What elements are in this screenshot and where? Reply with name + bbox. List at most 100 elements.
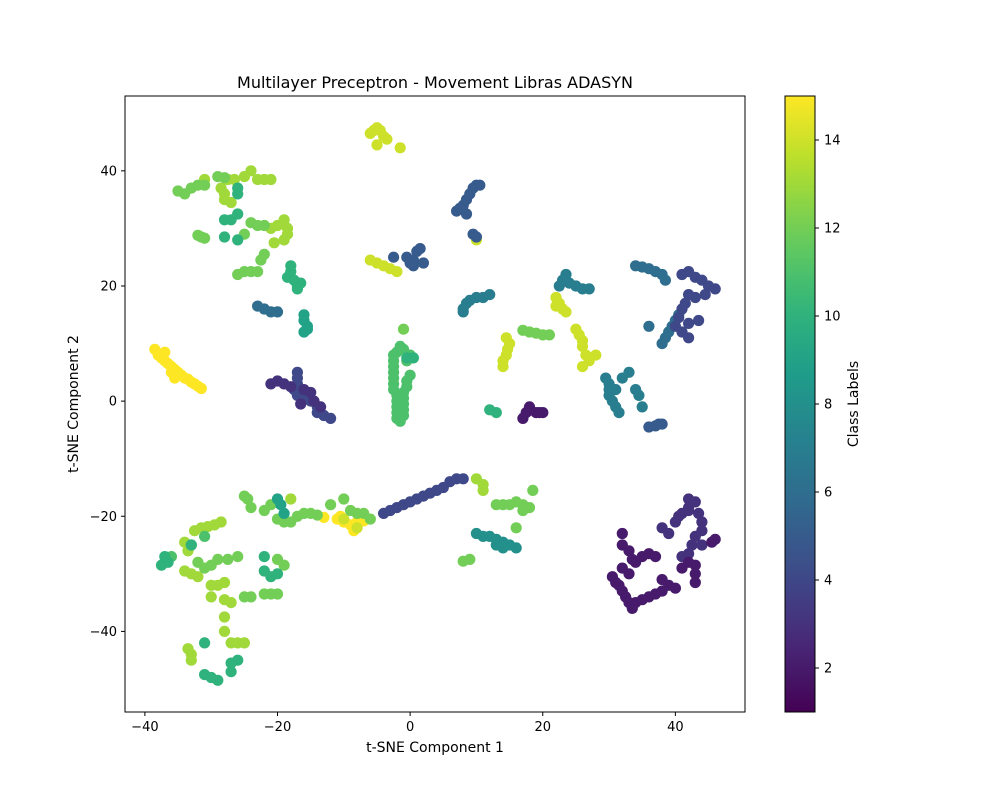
data-point (228, 173, 240, 186)
data-point (417, 257, 429, 269)
data-point (414, 243, 426, 255)
data-point (590, 349, 602, 361)
data-point (510, 522, 522, 534)
data-point (275, 499, 287, 511)
data-point (497, 361, 509, 373)
data-point (218, 231, 231, 243)
data-point (232, 654, 244, 666)
data-point (285, 493, 297, 505)
data-point (404, 369, 416, 381)
colorbar-tick-label: 4 (824, 574, 832, 589)
data-point (550, 300, 562, 312)
data-point (576, 361, 589, 373)
data-point (218, 576, 231, 589)
data-point (709, 283, 721, 295)
data-point (199, 179, 211, 191)
data-point (683, 504, 695, 517)
chart-title: Multilayer Preceptron - Movement Libras … (237, 73, 633, 92)
x-tick-label: −40 (131, 720, 158, 735)
colorbar-tick-label: 2 (824, 662, 832, 677)
y-tick-label: −40 (90, 625, 117, 640)
data-point (222, 553, 234, 566)
data-point (689, 576, 701, 589)
data-point (391, 346, 403, 358)
data-point (192, 556, 204, 568)
data-point (553, 280, 565, 292)
data-point (543, 329, 556, 341)
data-point (490, 407, 502, 419)
data-point (185, 539, 197, 551)
data-point (391, 266, 403, 278)
data-point (407, 260, 419, 272)
colorbar (784, 95, 816, 713)
data-point (278, 507, 290, 519)
data-point (616, 527, 628, 540)
data-point (371, 139, 383, 151)
data-point (285, 381, 297, 393)
data-point (397, 323, 410, 335)
y-tick-label: 40 (100, 164, 117, 179)
data-point (258, 219, 270, 232)
data-point (159, 346, 171, 358)
data-point (693, 314, 705, 327)
data-point (457, 306, 469, 318)
y-tick-label: 0 (109, 395, 117, 410)
data-point (212, 674, 224, 686)
data-point (683, 332, 695, 344)
data-point (271, 588, 284, 600)
data-point (291, 283, 303, 295)
data-point (527, 484, 539, 496)
data-point (649, 551, 662, 563)
data-point (394, 142, 406, 154)
y-tick-label: 20 (100, 279, 117, 294)
data-point (613, 407, 625, 419)
data-point (311, 509, 323, 521)
data-point (351, 522, 363, 534)
data-point (683, 289, 695, 301)
data-point (258, 248, 270, 260)
data-point (659, 274, 672, 286)
data-point (162, 556, 174, 568)
data-point (199, 669, 211, 681)
data-point (470, 231, 482, 243)
data-point (245, 165, 257, 177)
data-point (295, 398, 307, 410)
data-point (560, 306, 572, 318)
data-point (185, 654, 197, 666)
data-point (252, 266, 264, 278)
data-point (238, 591, 250, 603)
data-point (195, 382, 207, 395)
data-point (689, 530, 701, 543)
data-point (215, 516, 227, 528)
y-tick-label: −20 (90, 510, 117, 525)
data-point (686, 539, 698, 551)
data-point (301, 323, 313, 335)
data-point (683, 317, 695, 329)
plot-area (149, 122, 721, 686)
data-point (225, 597, 237, 609)
data-point (169, 372, 181, 384)
data-point (497, 542, 509, 554)
data-point (636, 401, 648, 413)
data-point (265, 173, 277, 186)
colorbar-tick-label: 6 (824, 486, 832, 501)
x-tick-label: 40 (667, 720, 684, 735)
data-point (325, 499, 337, 511)
data-point (457, 473, 469, 485)
data-point (245, 502, 257, 514)
colorbar-ticks: 2 4 6 8 10 12 14 (815, 134, 841, 677)
x-tick-label: −20 (264, 720, 291, 735)
data-point (232, 182, 244, 194)
data-point (460, 208, 473, 220)
data-point (258, 551, 270, 563)
data-point (537, 407, 549, 419)
data-point (689, 559, 701, 571)
data-point (693, 507, 705, 519)
data-point (192, 571, 204, 583)
x-tick-label: 0 (406, 720, 414, 735)
data-point (238, 637, 250, 649)
data-point (218, 611, 231, 623)
colorbar-tick-label: 14 (824, 134, 841, 149)
data-point (225, 666, 237, 678)
